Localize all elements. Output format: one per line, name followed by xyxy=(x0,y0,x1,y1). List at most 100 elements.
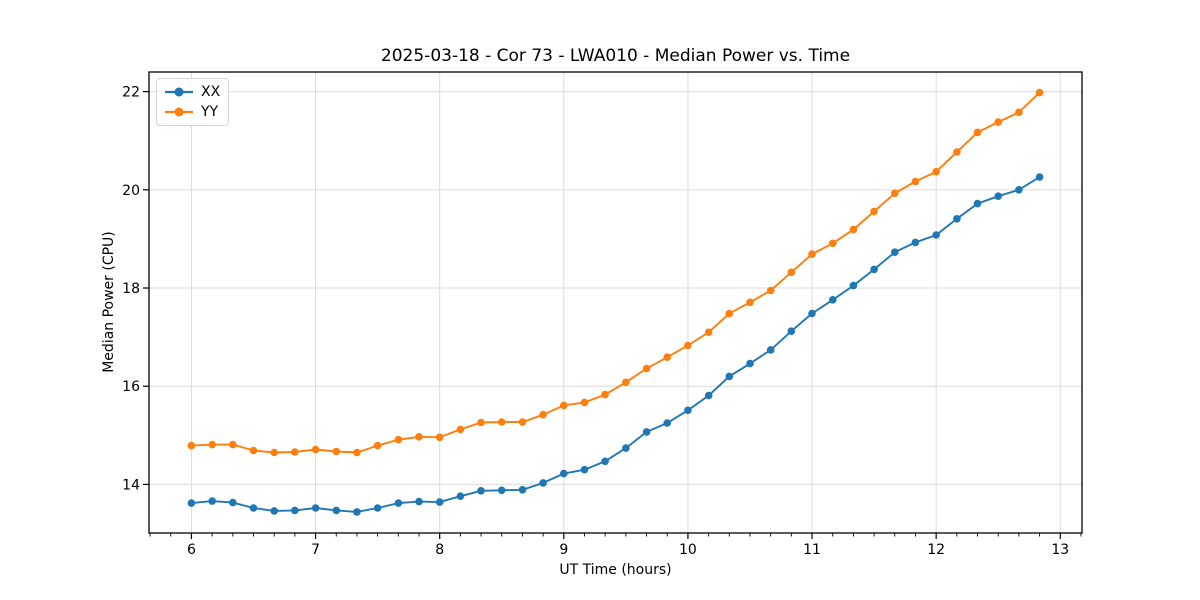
series-yy-marker xyxy=(518,418,527,426)
series-xx-marker xyxy=(808,309,816,318)
series-yy-marker xyxy=(932,167,940,176)
series-xx-marker xyxy=(373,504,382,512)
y-tick-label: 18 xyxy=(122,281,140,297)
x-tick-label: 10 xyxy=(679,542,697,558)
series-yy-marker xyxy=(435,433,444,442)
legend-line-sample xyxy=(165,87,193,97)
series-xx-marker xyxy=(622,444,630,452)
series-yy-marker xyxy=(560,401,568,410)
series-xx-marker xyxy=(725,372,734,381)
series-xx-marker xyxy=(953,215,961,223)
x-tick-label: 9 xyxy=(559,542,568,558)
series-xx-marker xyxy=(766,346,775,354)
series-xx-marker xyxy=(684,406,692,415)
series-xx-marker xyxy=(291,506,299,515)
x-tick-label: 6 xyxy=(187,542,196,558)
series-xx-marker xyxy=(208,497,216,505)
legend-item-xx: XX xyxy=(164,84,220,100)
series-xx-marker xyxy=(497,486,506,495)
series-xx-marker xyxy=(539,479,547,487)
legend-line-sample xyxy=(165,107,193,117)
y-tick-label: 20 xyxy=(122,183,140,199)
series-yy-marker xyxy=(580,398,589,407)
series-yy-marker xyxy=(270,448,279,457)
series-yy-marker xyxy=(353,448,361,457)
series-xx-marker xyxy=(891,248,899,256)
series-xx-marker xyxy=(580,465,589,474)
series-yy-line xyxy=(191,91,1041,454)
series-xx-marker xyxy=(415,497,423,506)
series-yy-marker xyxy=(229,440,237,449)
series-xx-marker xyxy=(456,492,465,501)
series-yy-marker xyxy=(1035,88,1044,97)
series-yy-marker xyxy=(477,418,485,427)
series-yy-marker xyxy=(704,328,713,337)
series-yy-marker xyxy=(953,148,961,156)
series-yy-marker xyxy=(973,128,982,137)
axes-spines xyxy=(148,71,1083,534)
series-xx-marker xyxy=(270,507,279,515)
series-xx-marker xyxy=(1035,173,1044,181)
legend-label: XX xyxy=(201,84,221,100)
series-yy-marker xyxy=(746,298,754,307)
series-yy-marker xyxy=(787,268,796,277)
series-xx-marker xyxy=(332,506,341,515)
series-yy-marker xyxy=(311,445,320,454)
series-yy-marker xyxy=(373,441,382,450)
series-yy-marker xyxy=(870,207,878,216)
x-tick-label: 7 xyxy=(311,542,320,558)
series-xx-marker xyxy=(994,192,1002,200)
series-xx-marker xyxy=(849,281,858,290)
series-xx-marker xyxy=(663,419,671,427)
series-xx-marker xyxy=(787,327,796,336)
series-yy-marker xyxy=(1015,108,1023,117)
y-axis-label: Median Power (CPU) xyxy=(101,231,117,373)
x-tick-label: 13 xyxy=(1051,542,1069,558)
series-xx-marker xyxy=(187,499,196,507)
series-xx-marker xyxy=(973,199,982,208)
series-xx-marker xyxy=(704,391,713,400)
series-yy-marker xyxy=(291,448,299,456)
series-yy-marker xyxy=(849,225,858,234)
x-tick-label: 12 xyxy=(927,542,945,558)
series-xx-marker xyxy=(911,238,920,247)
series-yy-marker xyxy=(766,286,775,295)
x-tick-label: 8 xyxy=(435,542,444,558)
series-xx-marker xyxy=(932,231,940,239)
series-yy-marker xyxy=(415,433,423,441)
series-yy-marker xyxy=(684,341,692,350)
series-xx-marker xyxy=(394,499,403,507)
series-yy-marker xyxy=(725,309,734,318)
series-yy-marker xyxy=(456,425,465,434)
series-xx-marker xyxy=(249,504,258,512)
legend: XX YY xyxy=(156,78,229,126)
chart-title: 2025-03-18 - Cor 73 - LWA010 - Median Po… xyxy=(380,46,851,66)
series-xx-marker xyxy=(353,508,361,516)
series-xx-marker xyxy=(1015,186,1023,194)
y-tick-label: 14 xyxy=(122,477,140,493)
series-yy-marker xyxy=(208,440,216,449)
series-xx-marker xyxy=(746,359,754,368)
series-yy-marker xyxy=(497,418,506,426)
series-yy-marker xyxy=(601,390,609,399)
series-xx-marker xyxy=(601,457,609,466)
series-yy-marker xyxy=(829,239,837,248)
series-yy-marker xyxy=(663,353,671,362)
series-xx-marker xyxy=(229,498,237,507)
series-yy-marker xyxy=(394,435,403,444)
series-xx-marker xyxy=(311,504,320,512)
series-yy-marker xyxy=(539,410,547,419)
x-tick-label: 11 xyxy=(803,542,821,558)
series-xx-marker xyxy=(642,428,651,436)
x-axis-label: UT Time (hours) xyxy=(559,562,672,578)
series-xx-marker xyxy=(518,486,527,494)
series-xx-marker xyxy=(829,296,837,304)
series-yy-marker xyxy=(911,177,920,186)
series-xx-marker xyxy=(560,469,568,478)
series-yy-marker xyxy=(622,378,630,387)
legend-item-yy: YY xyxy=(164,104,220,120)
y-tick-label: 22 xyxy=(122,85,140,101)
series-yy-marker xyxy=(891,189,899,198)
